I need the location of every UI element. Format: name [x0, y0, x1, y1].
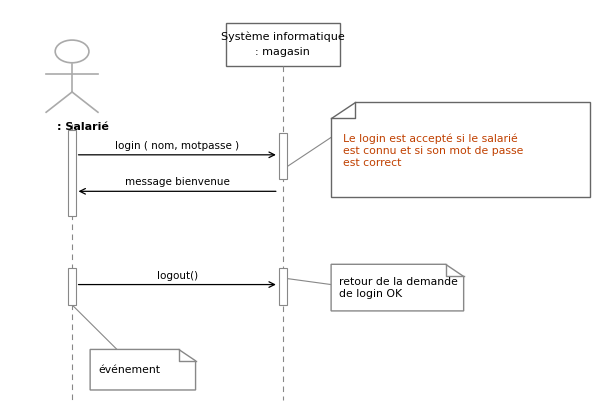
Text: retour de la demande
de login OK: retour de la demande de login OK [339, 277, 458, 299]
Text: Le login est accepté si le salarié
est connu et si son mot de passe
est correct: Le login est accepté si le salarié est c… [343, 134, 523, 168]
Text: : Salarié: : Salarié [57, 122, 109, 132]
Bar [278, 268, 286, 305]
Text: message bienvenue: message bienvenue [125, 177, 230, 187]
Bar [278, 132, 286, 179]
Bar [226, 23, 340, 66]
Text: Système informatique: Système informatique [221, 32, 345, 42]
Polygon shape [331, 102, 590, 197]
Bar [68, 131, 75, 216]
Text: : magasin: : magasin [255, 46, 310, 57]
Text: login ( nom, motpasse ): login ( nom, motpasse ) [116, 141, 240, 151]
Polygon shape [90, 349, 196, 390]
Text: logout(): logout() [157, 270, 198, 280]
Polygon shape [331, 264, 464, 311]
Bar [68, 268, 75, 305]
Text: événement: événement [98, 365, 160, 375]
